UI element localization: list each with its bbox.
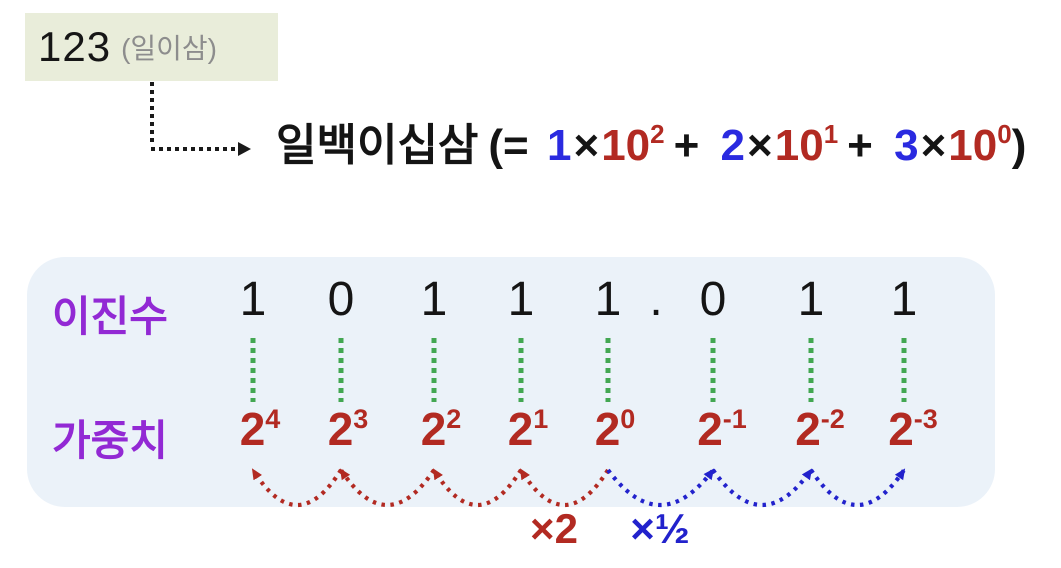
formula-coef-1: 1 [547,121,572,170]
alignment-dotted-line [710,338,716,402]
decimal-expansion-formula: 일백이십삼 (= 1×102 + 2×101 + 3×100) [276,119,1027,172]
formula-base-2: 10 [774,121,824,170]
multiply-by-2-label: ×2 [530,505,578,552]
connector-vertical-dotted-line [150,82,154,146]
alignment-dotted-line [431,338,437,402]
multiply-by-half-label: ×½ [630,505,690,552]
formula-name: 일백이십삼 [276,121,479,170]
formula-coef-3: 3 [894,121,919,170]
weight-base: 2 [327,403,354,455]
weight-exponent: -2 [820,404,845,434]
weight-base: 2 [795,403,821,455]
binary-digit: 1 [890,273,918,326]
weight-base: 2 [239,403,266,455]
weight-value: 2-1 [697,403,747,455]
binary-digit: 1 [797,273,825,326]
alignment-dotted-line [518,338,524,402]
connector-arrowhead-icon [238,142,251,156]
formula-exp-3: 0 [997,119,1012,149]
decimal-number: 123 [38,23,112,70]
binary-digit: 1 [507,273,535,326]
weight-value: 22 [420,403,462,455]
weight-base: 2 [507,403,534,455]
multiply-by-half-arc [711,468,813,507]
binary-digit: 1 [420,273,448,326]
multiply-by-2-arc [519,468,610,508]
binary-digit: 0 [699,273,727,326]
formula-times-3: × [920,121,947,170]
alignment-dotted-line [605,338,611,402]
formula-close-paren: ) [1011,121,1027,170]
multiply-by-2-arc [339,468,436,508]
weight-exponent: -3 [913,404,938,434]
multiply-by-2-arc [432,468,523,508]
weight-value: 24 [239,403,281,455]
decimal-number-box: 123 (일이삼) [25,13,278,81]
formula-base-3: 10 [948,121,998,170]
weight-exponent: 4 [265,404,281,434]
binary-digit: 1 [239,273,267,326]
binary-digit: 1 [594,273,622,326]
binary-digit: 0 [327,273,355,326]
formula-times-1: × [573,121,600,170]
weight-exponent: 2 [446,404,462,434]
formula-exp-2: 1 [823,119,839,149]
binary-row-label: 이진수 [52,293,168,340]
multiply-by-half-arc [809,468,906,508]
multiply-arcs [251,468,906,508]
alignment-dotted-line [338,338,344,402]
weight-exponent: -1 [722,404,747,434]
formula-times-2: × [747,121,773,170]
multiply-by-2-arc [251,468,343,508]
weight-value: 23 [327,403,369,455]
multiply-by-half-arc [606,468,715,507]
weight-base: 2 [697,403,723,455]
formula-coef-2: 2 [720,121,746,170]
alignment-dotted-line [250,338,256,402]
weight-base: 2 [594,403,621,455]
weight-exponent: 1 [533,404,549,434]
weight-exponent: 3 [353,404,369,434]
connector-horizontal-dotted-line [151,147,237,151]
formula-plus-1: + [673,121,700,170]
formula-open-paren: (= [488,121,529,170]
decimal-reading: (일이삼) [121,33,218,64]
weight-row-label: 가중치 [52,417,168,464]
weight-value: 20 [594,403,636,455]
alignment-dotted-line [901,338,907,402]
binary-panel [27,257,995,507]
formula-exp-1: 2 [650,119,665,149]
weight-value: 2-3 [888,403,938,455]
weight-exponent: 0 [620,404,636,434]
formula-plus-2: + [847,121,873,170]
binary-point: . [649,273,663,326]
alignment-dotted-line [808,338,814,402]
formula-base-1: 10 [601,121,651,170]
weight-value: 2-2 [795,403,845,455]
weight-base: 2 [420,403,447,455]
weight-value: 21 [507,403,549,455]
weight-base: 2 [888,403,914,455]
